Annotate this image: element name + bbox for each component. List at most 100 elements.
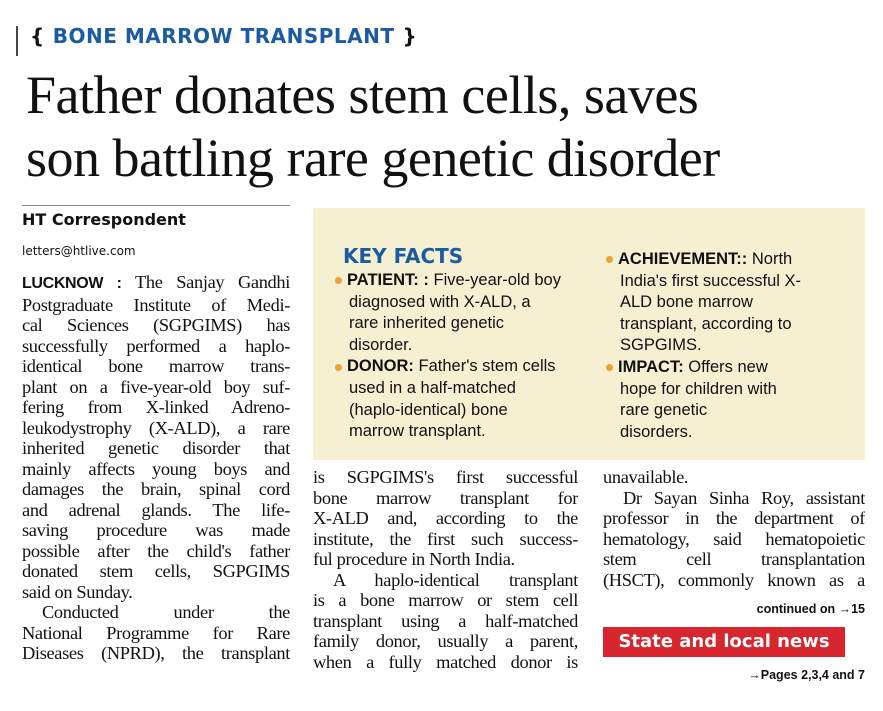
body-text: A haplo-identical transplant <box>333 569 578 590</box>
body-line: stem cell transplantation <box>603 549 865 570</box>
body-line: identical bone marrow trans- <box>22 356 290 377</box>
body-text: saving procedure was made <box>22 520 290 540</box>
body-text: possible after the child's father <box>22 540 290 561</box>
body-line: X-ALD and, according to the <box>313 508 578 529</box>
body-line: leukodystrophy (X-ALD), a rare <box>22 418 290 439</box>
email: letters@htlive.com <box>22 244 136 258</box>
body-text: mainly affects young boys and <box>22 458 290 479</box>
body-line: Postgraduate Institute of Medi- <box>22 295 290 316</box>
body-text: when a fully matched donor is <box>313 651 578 672</box>
body-line: Diseases (NPRD), the transplant <box>22 643 290 664</box>
key-facts-column: PATIENT: : Five-year-old boy diagnosed wi… <box>335 270 561 443</box>
body-line: possible after the child's father <box>22 541 290 562</box>
body-line: inherited genetic disorder that <box>22 438 290 459</box>
fact-line: hope for children with <box>606 379 801 401</box>
fact-text: rare genetic <box>620 401 708 420</box>
body-text: is SGPGIMS's first successful <box>313 467 578 487</box>
body-line: is SGPGIMS's first successful <box>313 467 578 488</box>
fact-text: (haplo-identical) bone <box>349 400 508 419</box>
dateline: LUCKNOW : <box>22 275 122 292</box>
rule <box>16 26 18 56</box>
fact-line: SGPGIMS. <box>606 335 801 357</box>
body-text: cal Sciences (SGPGIMS) has <box>22 315 290 335</box>
bullet <box>606 256 613 264</box>
body-text: successfully performed a haplo- <box>22 335 290 356</box>
fact-line: (haplo-identical) bone <box>335 400 561 422</box>
headline: son battling rare genetic disorder <box>26 128 720 188</box>
fact-line: used in a half-matched <box>335 378 561 400</box>
promo-title: State and local news <box>603 627 845 657</box>
body-text: institute, the first such success- <box>313 528 578 549</box>
fact-text: disorder. <box>349 335 413 354</box>
fact-label: DONOR: <box>347 357 414 376</box>
body-column: is SGPGIMS's first successful bone marrow… <box>313 467 578 672</box>
body-text: is a bone marrow or stem cell <box>313 590 578 610</box>
fact-text: Offers new <box>688 357 768 376</box>
body-text: transplant using a half-matched <box>313 610 578 631</box>
body-line: Dr Sayan Sinha Roy, assistant <box>603 488 865 509</box>
body-line: A haplo-identical transplant <box>313 570 578 591</box>
fact-text: Father's stem cells <box>418 357 556 376</box>
body-text: X-ALD and, according to the <box>313 508 578 528</box>
rule <box>22 205 290 206</box>
fact-line: marrow transplant. <box>335 421 561 443</box>
body-text: and adrenal glands. The life- <box>22 499 290 520</box>
body-line: mainly affects young boys and <box>22 459 290 480</box>
body-line: Conducted under the <box>22 602 290 623</box>
body-text: ful procedure in North India. <box>313 549 515 569</box>
body-line: institute, the first such success- <box>313 529 578 550</box>
body-line: hematology, said hematopoietic <box>603 529 865 550</box>
body-line: National Programme for Rare <box>22 623 290 644</box>
body-column: unavailable. Dr Sayan Sinha Roy, assistan… <box>603 467 865 590</box>
fact-line: India's first successful X- <box>606 271 801 293</box>
fact-text: Five-year-old boy <box>433 271 561 289</box>
body-text: plant on a five-year-old boy suf- <box>22 376 290 397</box>
fact-text: marrow transplant. <box>349 422 486 441</box>
fact-line: ALD bone marrow <box>606 292 801 314</box>
fact-text: transplant, according to <box>620 314 792 333</box>
kicker: {BONE MARROW TRANSPLANT} <box>30 24 417 48</box>
body-line: donated stem cells, SGPGIMS <box>22 561 290 582</box>
body-line: saving procedure was made <box>22 520 290 541</box>
kicker-text: BONE MARROW TRANSPLANT <box>52 24 395 48</box>
fact-label: ACHIEVEMENT:: <box>618 250 748 268</box>
body-text: identical bone marrow trans- <box>22 356 290 376</box>
fact-line: rare inherited genetic <box>335 313 561 335</box>
body-line: (HSCT), commonly known as a <box>603 570 865 591</box>
fact-line: IMPACT: Offers new <box>606 357 801 379</box>
body-text: stem cell transplantation <box>603 549 865 569</box>
key-facts-title: KEY FACTS <box>343 244 464 268</box>
body-line: LUCKNOW : The Sanjay Gandhi <box>22 272 290 295</box>
body-line: said on Sunday. <box>22 582 290 603</box>
body-text: Postgraduate Institute of Medi- <box>22 294 290 315</box>
body-text: fering from X-linked Adreno- <box>22 397 290 417</box>
fact-line: disorder. <box>335 335 561 357</box>
body-line: ful procedure in North India. <box>313 549 578 570</box>
fact-text: hope for children with <box>620 379 777 398</box>
body-text: inherited genetic disorder that <box>22 438 290 458</box>
body-line: fering from X-linked Adreno- <box>22 397 290 418</box>
brace: } <box>402 24 418 48</box>
fact-text: North <box>751 250 793 268</box>
fact-text: rare inherited genetic <box>349 314 505 333</box>
body-line: plant on a five-year-old boy suf- <box>22 377 290 398</box>
body-line: unavailable. <box>603 467 865 488</box>
body-line: when a fully matched donor is <box>313 652 578 673</box>
fact-line: transplant, according to <box>606 314 801 336</box>
body-line: transplant using a half-matched <box>313 611 578 632</box>
body-text: damages the brain, spinal cord <box>22 479 290 499</box>
promo-pages: →Pages 2,3,4 and 7 <box>748 668 865 682</box>
body-text: unavailable. <box>603 467 689 487</box>
body-line: cal Sciences (SGPGIMS) has <box>22 315 290 336</box>
body-text: said on Sunday. <box>22 581 133 602</box>
fact-line: DONOR: Father's stem cells <box>335 356 561 378</box>
body-line: damages the brain, spinal cord <box>22 479 290 500</box>
body-text: The Sanjay Gandhi <box>135 272 290 292</box>
bullet <box>335 363 342 371</box>
body-text: Diseases (NPRD), the transplant <box>22 643 290 663</box>
body-line: bone marrow transplant for <box>313 488 578 509</box>
body-line: and adrenal glands. The life- <box>22 500 290 521</box>
fact-line: disorders. <box>606 422 801 444</box>
